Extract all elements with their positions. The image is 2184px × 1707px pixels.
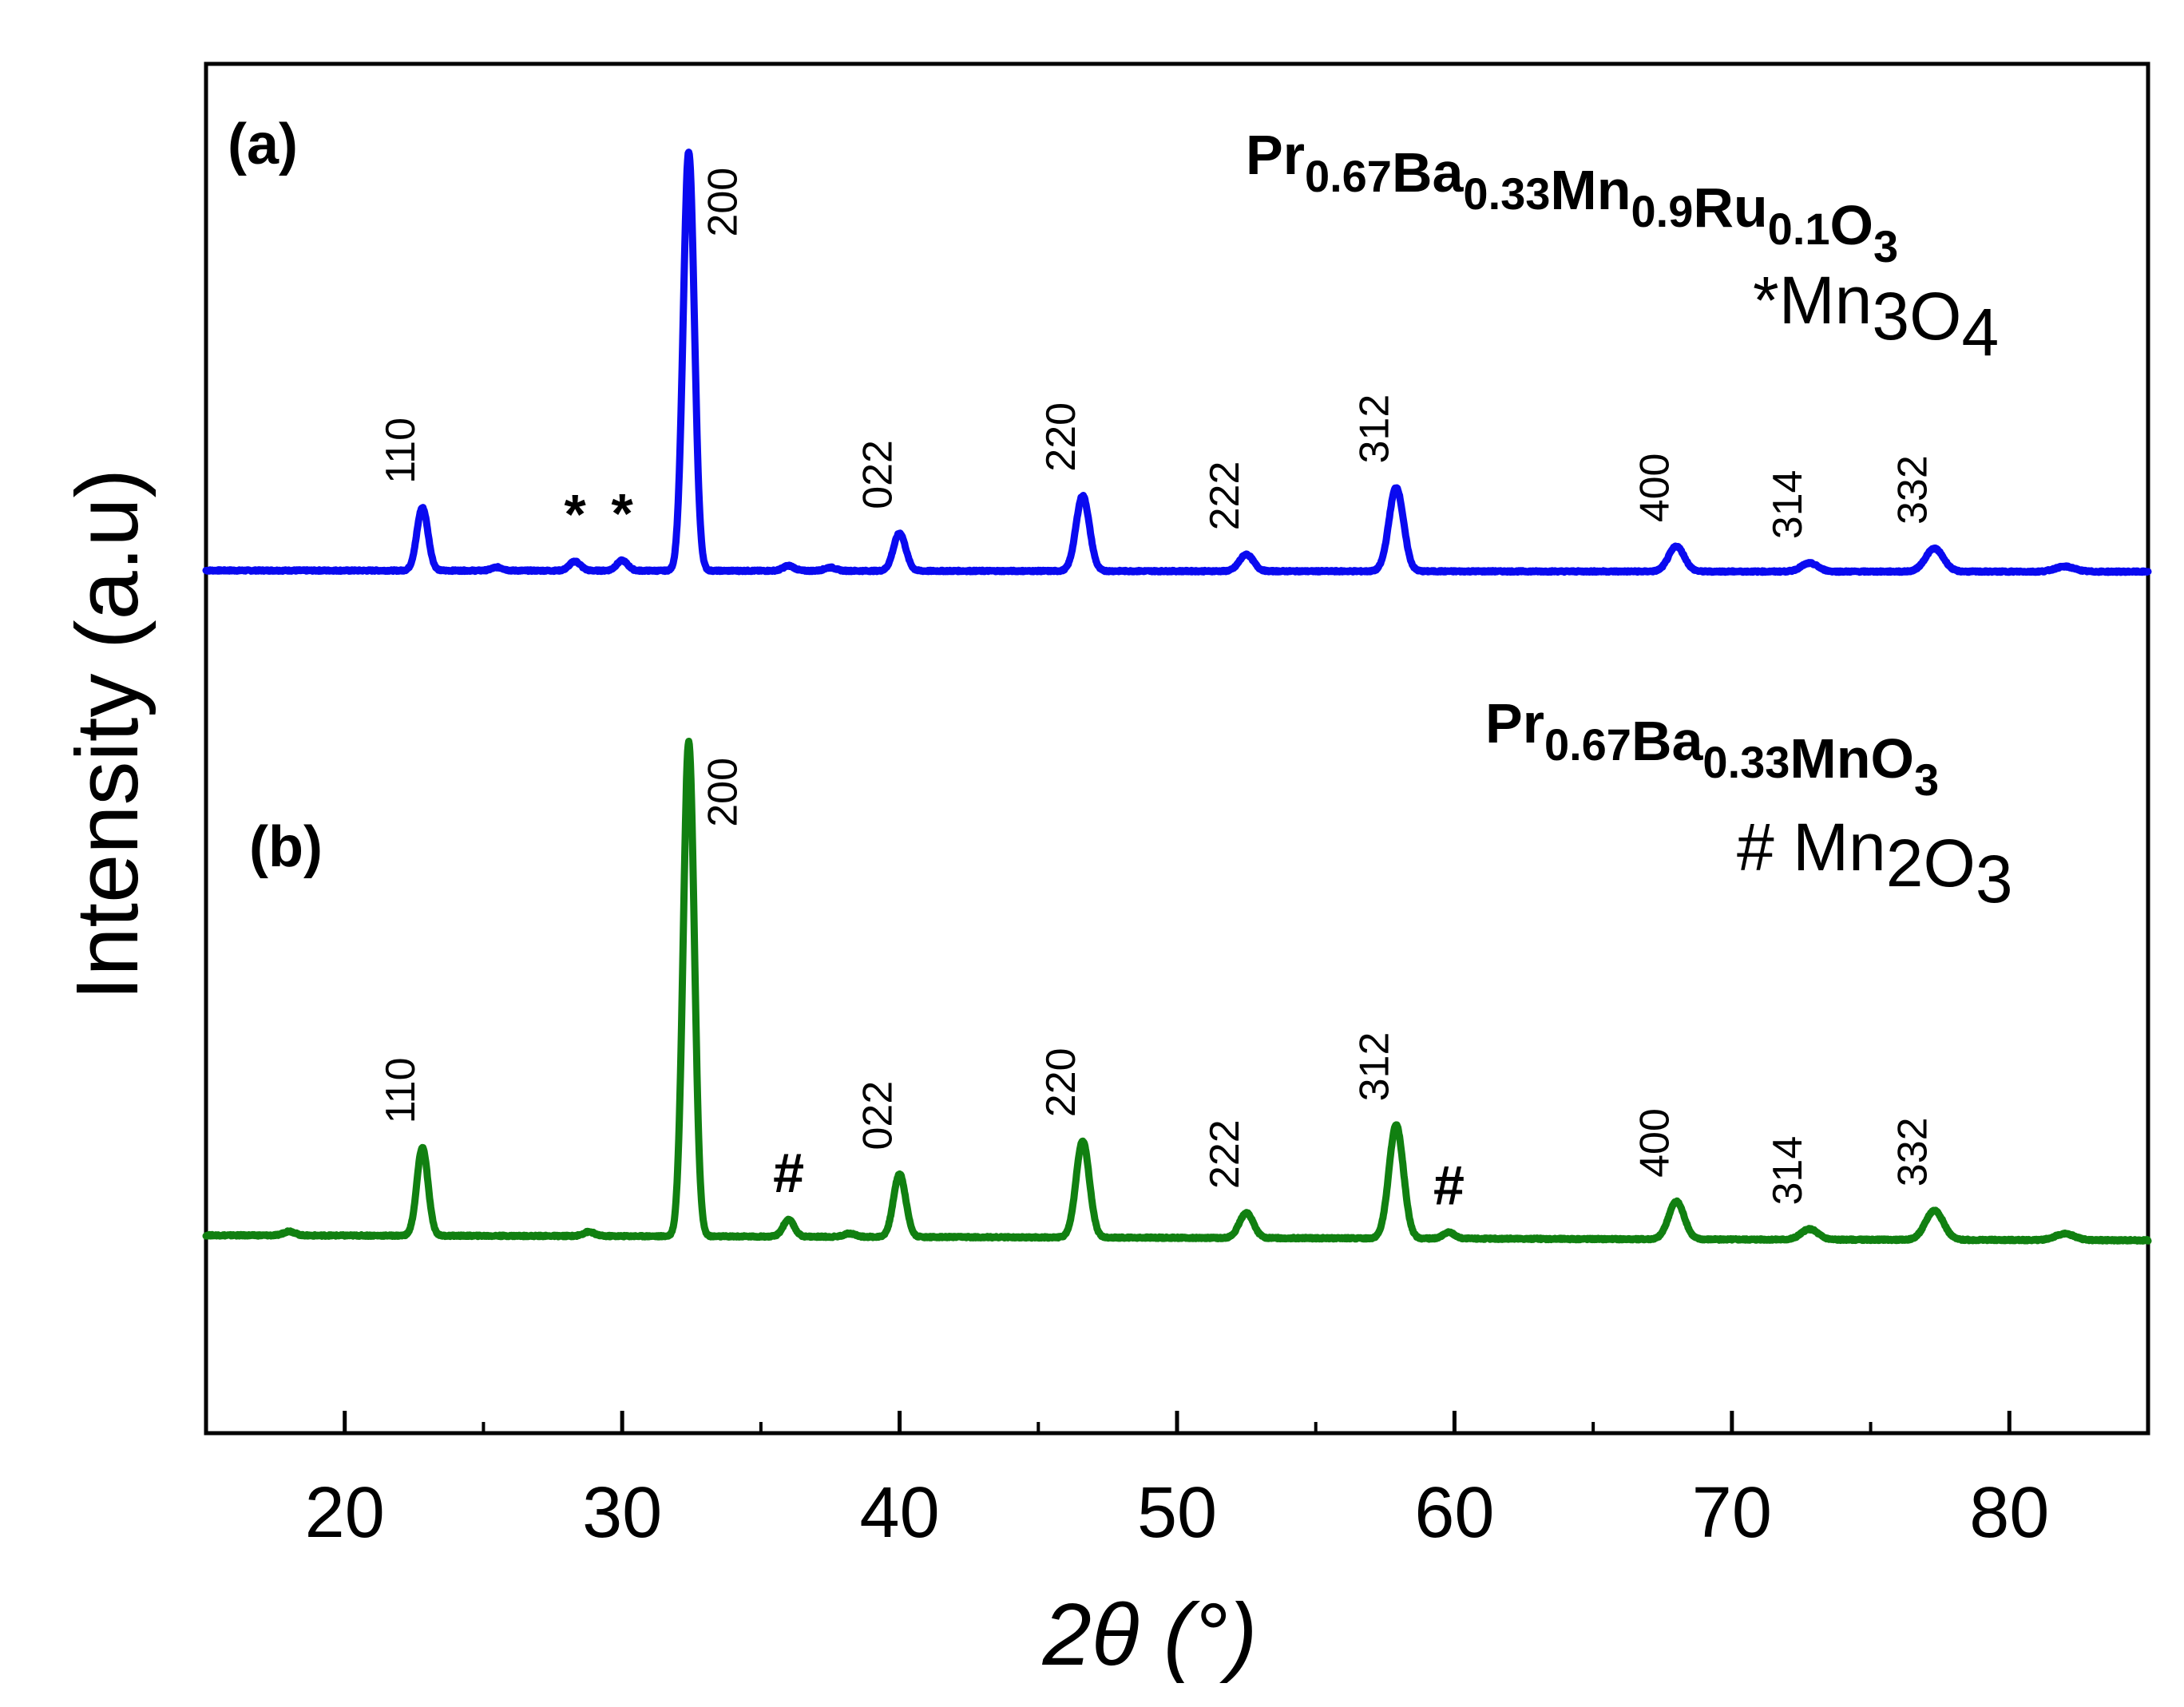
formula-element: Ba xyxy=(1392,141,1465,204)
peak-label-400: 400 xyxy=(1631,453,1678,523)
peak-label-314: 314 xyxy=(1765,470,1811,540)
x-axis-title: 2θ (°) xyxy=(1042,1586,1258,1684)
legend-subscript: 2 xyxy=(1886,826,1924,901)
impurity-mark: # xyxy=(773,1142,804,1204)
peak-label-220: 220 xyxy=(1038,1048,1084,1117)
legend-element: O xyxy=(1923,826,1975,901)
peak-label-400: 400 xyxy=(1631,1108,1678,1178)
peak-label-022: 022 xyxy=(855,1081,902,1151)
formula-element: Ba xyxy=(1631,710,1704,772)
peak-label-332: 332 xyxy=(1890,1117,1936,1186)
panel-label: (a) xyxy=(228,113,298,176)
legend-subscript: 3 xyxy=(1976,842,2013,917)
formula-subscript: 0.67 xyxy=(1305,151,1392,201)
x-tick-label: 50 xyxy=(1137,1473,1217,1553)
x-tick-label: 30 xyxy=(582,1473,662,1553)
formula-element: MnO xyxy=(1790,727,1914,790)
peak-label-110: 110 xyxy=(378,1057,424,1123)
x-tick-label: 60 xyxy=(1414,1473,1494,1553)
impurity-mark: * xyxy=(564,483,586,545)
legend-element: Mn xyxy=(1793,810,1886,885)
series-line-1 xyxy=(202,738,2152,1245)
series-line-0 xyxy=(202,149,2152,576)
formula-subscript: 0.67 xyxy=(1544,719,1631,770)
peak-label-332: 332 xyxy=(1890,455,1936,525)
sample-formula: Pr0.67Ba0.33MnO3 xyxy=(1485,692,1939,805)
impurity-legend-mark: # xyxy=(1737,810,1793,885)
peak-label-200: 200 xyxy=(700,758,747,827)
formula-element: Pr xyxy=(1485,692,1544,754)
series-layer xyxy=(202,149,2152,1245)
peak-label-220: 220 xyxy=(1038,402,1084,472)
x-tick-label: 20 xyxy=(305,1473,385,1553)
peak-label-022: 022 xyxy=(855,440,902,509)
plot-frame: 20 30 40 50 60 70 80 xyxy=(204,61,2150,1553)
impurity-legend: *Mn3O4 xyxy=(1753,263,1999,370)
peak-label-222: 222 xyxy=(1202,461,1248,531)
legend-element: O xyxy=(1909,279,1961,354)
panel-label: (b) xyxy=(249,815,323,879)
formula-element: Mn xyxy=(1550,159,1631,221)
impurity-legend: # Mn2O3 xyxy=(1737,810,2013,917)
sample-formula: Pr0.67Ba0.33Mn0.9Ru0.1O3 xyxy=(1246,124,1898,271)
impurity-mark: * xyxy=(611,482,633,545)
peak-label-314: 314 xyxy=(1765,1136,1811,1206)
impurity-mark: # xyxy=(1433,1155,1465,1217)
formula-subscript: 0.33 xyxy=(1463,168,1550,219)
peak-label-312: 312 xyxy=(1352,394,1398,464)
legend-element: Mn xyxy=(1779,263,1873,338)
peak-label-200: 200 xyxy=(700,168,747,237)
x-tick-label: 80 xyxy=(1969,1473,2049,1553)
legend-subscript: 4 xyxy=(1961,295,1999,370)
formula-subscript: 3 xyxy=(1914,754,1939,805)
impurity-legend-mark: * xyxy=(1753,263,1779,338)
y-axis-title: Intensity (a.u) xyxy=(58,469,157,1000)
formula-subscript: 3 xyxy=(1873,221,1898,271)
x-tick-label: 40 xyxy=(860,1473,940,1553)
formula-subscript: 0.9 xyxy=(1631,186,1694,236)
formula-subscript: 0.33 xyxy=(1702,737,1790,787)
formula-element: Ru xyxy=(1693,176,1767,239)
peak-label-222: 222 xyxy=(1202,1119,1248,1189)
formula-element: Pr xyxy=(1246,124,1305,186)
peak-label-110: 110 xyxy=(378,418,424,484)
x-tick-label: 70 xyxy=(1692,1473,1772,1553)
peak-label-312: 312 xyxy=(1352,1032,1398,1102)
formula-subscript: 0.1 xyxy=(1768,204,1830,254)
formula-element: O xyxy=(1830,194,1873,256)
legend-subscript: 3 xyxy=(1872,279,1909,354)
